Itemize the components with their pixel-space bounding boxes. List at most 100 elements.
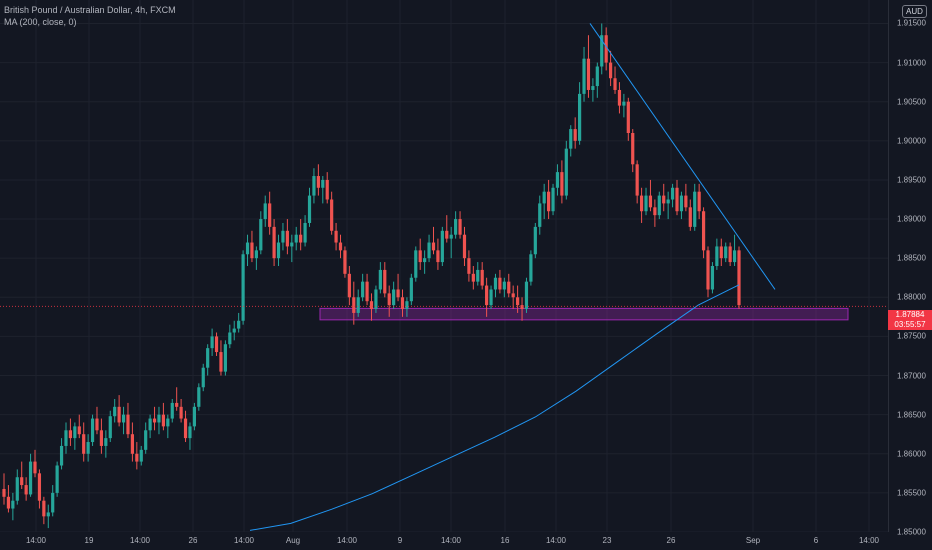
candle-body: [99, 430, 104, 446]
candle-body: [427, 242, 431, 259]
candle-body: [644, 195, 648, 212]
candle-body: [263, 203, 267, 220]
candle-body: [418, 250, 422, 263]
candle-body: [476, 269, 480, 282]
candle-body: [657, 195, 661, 216]
candle-body: [675, 187, 679, 212]
candle-body: [600, 35, 604, 67]
x-tick-label: 14:00: [233, 536, 255, 545]
candle-body: [170, 402, 174, 419]
candle-body: [55, 465, 59, 493]
candle-body: [152, 418, 157, 423]
candle-body: [179, 406, 183, 419]
y-tick-label: 1.86500: [897, 410, 926, 420]
candle-body: [68, 430, 73, 439]
candle-body: [564, 148, 568, 196]
y-tick-label: 1.87500: [897, 331, 926, 341]
candle-body: [653, 207, 657, 216]
candle-body: [445, 230, 449, 239]
candle-body: [715, 246, 719, 266]
x-tick-label: 23: [602, 536, 612, 545]
candle-body: [161, 414, 165, 427]
y-tick-label: 1.90500: [897, 97, 926, 107]
candle-body: [431, 242, 436, 251]
candle-body: [507, 281, 511, 294]
candle-body: [458, 219, 462, 235]
candle-body: [59, 445, 64, 466]
candle-body: [635, 164, 639, 196]
candle-body: [303, 222, 307, 243]
candle-body: [259, 219, 263, 251]
candle-body: [219, 352, 223, 372]
candle-body: [383, 269, 387, 294]
symbol-title[interactable]: British Pound / Australian Dollar, 4h, F…: [4, 5, 176, 15]
candle-body: [365, 281, 369, 302]
candle-body: [520, 305, 524, 310]
candle-body: [533, 226, 537, 255]
candle-body: [206, 348, 210, 368]
candle-body: [281, 230, 285, 243]
candle-body: [117, 406, 121, 423]
candle-body: [551, 187, 555, 212]
candle-body: [33, 461, 37, 474]
candle-body: [662, 195, 666, 204]
candle-body: [90, 418, 95, 443]
candle-body: [639, 195, 644, 212]
price-chart[interactable]: [0, 0, 888, 532]
candle-body: [64, 430, 68, 446]
candle-body: [338, 242, 343, 251]
candle-body: [73, 426, 77, 439]
candle-body: [144, 430, 148, 450]
candle-body: [670, 187, 675, 200]
candle-body: [24, 485, 28, 495]
candle-body: [82, 434, 86, 454]
x-tick-label: 14:00: [25, 536, 47, 545]
currency-badge[interactable]: AUD: [902, 5, 927, 18]
candle-body: [6, 496, 11, 509]
candle-body: [498, 277, 502, 290]
candle-body: [578, 93, 582, 141]
x-tick-label: 26: [188, 536, 198, 545]
candle-body: [569, 129, 573, 149]
candle-body: [228, 332, 232, 345]
countdown-timer: 03:55:57: [894, 320, 926, 329]
candle-body: [604, 35, 608, 63]
candle-body: [330, 199, 334, 231]
candle-body: [392, 289, 396, 306]
y-tick-label: 1.91500: [897, 18, 926, 28]
x-tick-label: 9: [397, 536, 403, 545]
candle-body: [608, 62, 613, 79]
candle-body: [737, 250, 741, 306]
candle-body: [555, 172, 560, 188]
candle-body: [325, 179, 329, 200]
legend: British Pound / Australian Dollar, 4h, F…: [4, 4, 176, 28]
candle-body: [701, 211, 706, 251]
candle-body: [666, 199, 670, 204]
candle-body: [157, 414, 161, 423]
x-tick-label: 14:00: [336, 536, 358, 545]
candle-body: [626, 101, 630, 133]
x-tick-label: Aug: [285, 536, 301, 545]
candle-body: [104, 438, 108, 446]
candle-body: [197, 387, 201, 407]
ma200-line: [249, 284, 740, 531]
candle-body: [321, 179, 325, 188]
candle-body: [414, 250, 418, 278]
candle-body: [250, 242, 254, 259]
candle-body: [245, 242, 250, 255]
candle-body: [130, 434, 135, 454]
y-tick-label: 1.89000: [897, 214, 926, 224]
candle-body: [728, 246, 732, 263]
candle-body: [290, 242, 294, 247]
candle-body: [485, 285, 489, 306]
candle-body: [617, 89, 622, 106]
candle-body: [334, 230, 338, 243]
candle-body: [582, 58, 586, 94]
candle-body: [436, 250, 440, 263]
candle-body: [710, 266, 715, 290]
candle-body: [148, 418, 152, 431]
candle-body: [232, 328, 236, 333]
candle-body: [183, 418, 188, 439]
last-price-tag: 1.87884 03:55:57: [888, 310, 932, 330]
indicator-label[interactable]: MA (200, close, 0): [4, 17, 77, 27]
